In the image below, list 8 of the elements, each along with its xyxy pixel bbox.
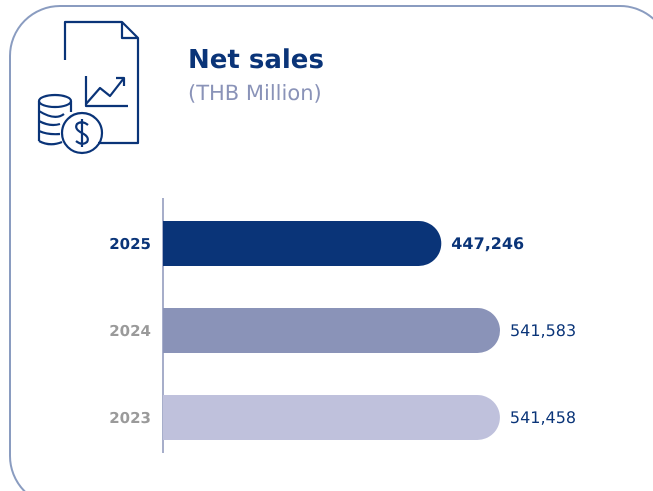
data-label: 447,246 — [451, 234, 524, 254]
y-tick-label: 2024 — [109, 322, 151, 340]
data-label: 541,583 — [510, 321, 576, 340]
chart-subtitle: (THB Million) — [188, 81, 322, 105]
data-label: 541,458 — [510, 408, 576, 428]
y-tick-label: 2025 — [109, 234, 151, 253]
y-tick-label: 2023 — [109, 408, 151, 427]
chart-title: Net sales — [188, 45, 324, 75]
